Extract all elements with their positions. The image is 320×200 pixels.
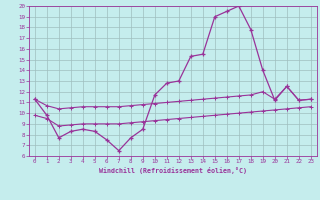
- X-axis label: Windchill (Refroidissement éolien,°C): Windchill (Refroidissement éolien,°C): [99, 167, 247, 174]
